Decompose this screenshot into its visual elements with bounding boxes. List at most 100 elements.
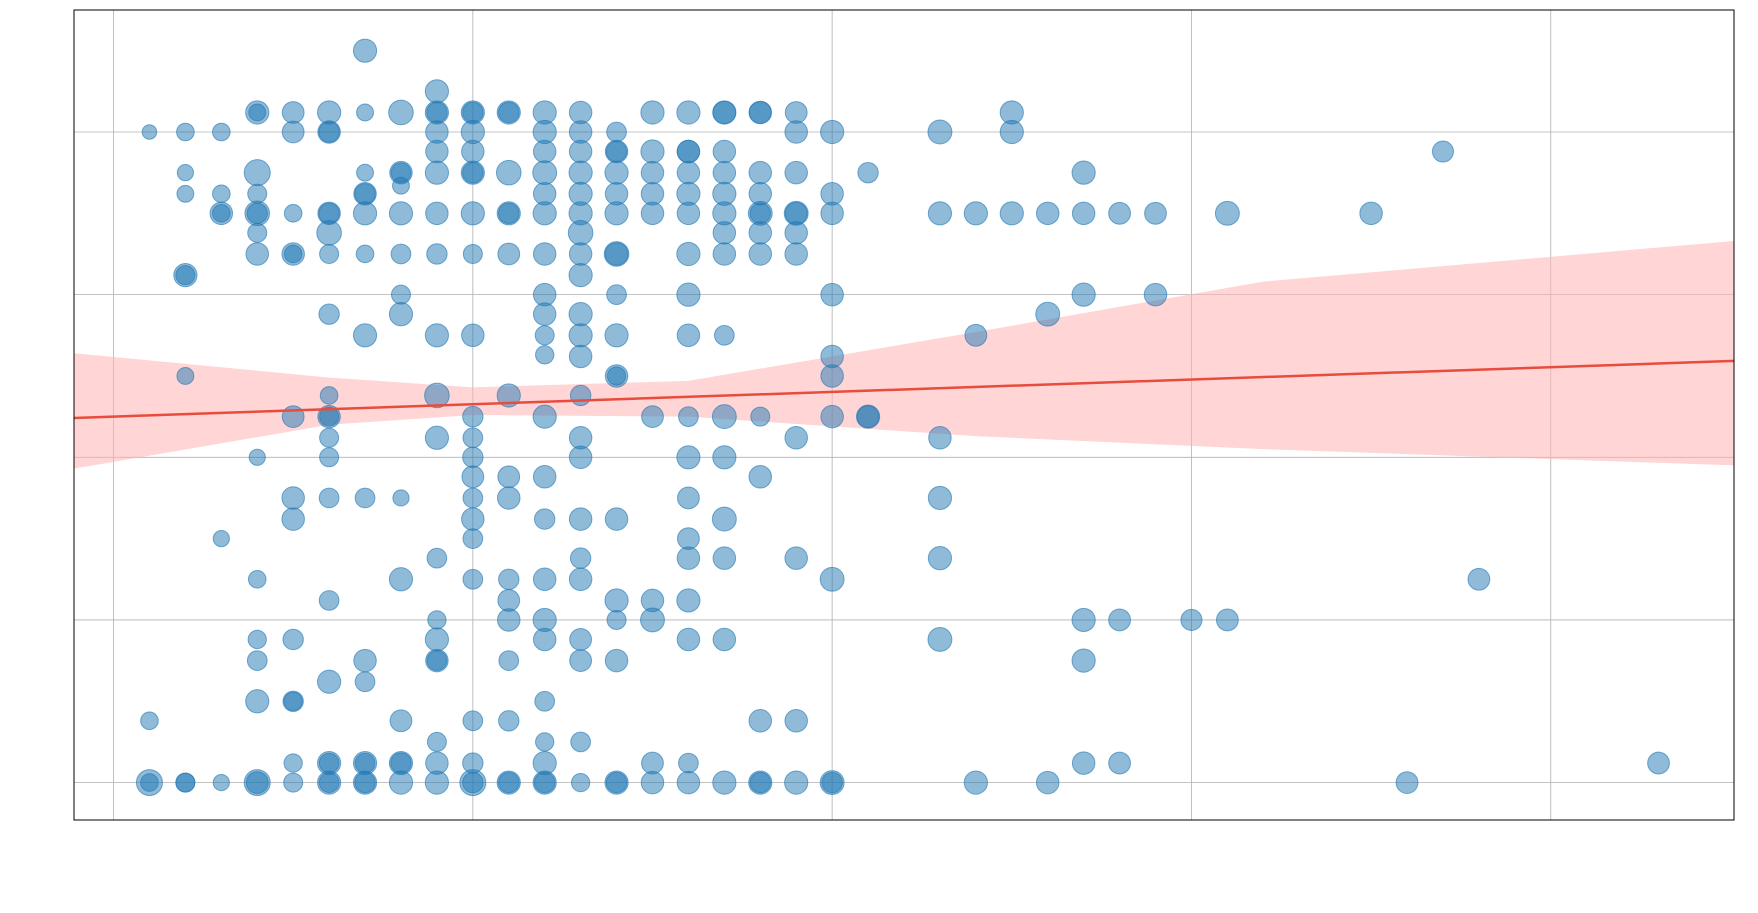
- scatter-point: [176, 184, 195, 203]
- scatter-point: [316, 220, 342, 246]
- scatter-point: [248, 448, 266, 466]
- scatter-point: [245, 771, 269, 794]
- scatter-point: [604, 364, 629, 388]
- scatter-point: [676, 770, 701, 795]
- scatter-point: [999, 119, 1024, 145]
- scatter-point: [390, 284, 411, 305]
- scatter-point: [247, 569, 267, 589]
- scatter-point: [462, 710, 484, 732]
- scatter-point: [568, 507, 593, 531]
- scatter-point: [604, 242, 629, 266]
- scatter-point: [712, 546, 737, 570]
- scatter-point: [424, 382, 450, 409]
- scatter-point: [927, 627, 953, 652]
- scatter-point: [712, 242, 737, 266]
- scatter-point: [569, 649, 593, 673]
- scatter-point: [568, 160, 593, 185]
- scatter-point: [462, 101, 484, 124]
- scatter-point: [460, 201, 485, 226]
- scatter-point: [963, 770, 988, 795]
- scatter-point: [1071, 648, 1096, 673]
- scatter-point: [604, 160, 629, 185]
- scatter-point: [352, 323, 378, 348]
- regression-line: [73, 359, 1735, 420]
- scatter-point: [283, 204, 303, 223]
- scatter-point: [534, 690, 556, 712]
- scatter-point: [604, 139, 629, 164]
- scatter-point: [604, 648, 629, 673]
- scatter-point: [247, 629, 267, 650]
- scatter-point: [426, 243, 448, 265]
- scatter-point: [1144, 201, 1167, 225]
- scatter-point: [462, 528, 484, 549]
- scatter-point: [388, 567, 414, 592]
- scatter-point: [748, 160, 773, 185]
- scatter-point: [640, 160, 665, 185]
- scatter-point: [319, 386, 339, 405]
- scatter-point: [1395, 771, 1419, 794]
- scatter-point: [1647, 751, 1670, 775]
- scatter-point: [1071, 607, 1096, 633]
- scatter-point: [641, 405, 664, 429]
- scatter-point: [748, 242, 773, 266]
- scatter-point: [606, 121, 627, 143]
- scatter-point: [1071, 751, 1096, 775]
- scatter-point: [462, 568, 484, 590]
- scatter-point: [532, 567, 557, 592]
- scatter-point: [712, 160, 737, 185]
- scatter-point: [676, 241, 701, 267]
- scatter-point: [677, 527, 700, 551]
- scatter-point: [676, 627, 701, 652]
- scatter-point: [712, 221, 737, 245]
- scatter-point: [1071, 201, 1096, 226]
- scatter-point: [676, 588, 701, 613]
- scatter-point: [568, 263, 593, 288]
- scatter-point: [749, 202, 771, 225]
- scatter-point: [676, 323, 701, 348]
- scatter-point: [248, 103, 267, 122]
- scatter-point: [319, 427, 340, 448]
- scatter-point: [426, 547, 448, 569]
- scatter-point: [1071, 282, 1096, 307]
- scatter-point: [392, 489, 410, 507]
- scatter-point: [784, 101, 808, 124]
- scatter-point: [568, 323, 593, 348]
- scatter-point: [820, 364, 844, 388]
- scatter-point: [568, 445, 593, 470]
- scatter-point: [604, 507, 629, 531]
- scatter-point: [676, 445, 701, 470]
- scatter-point: [927, 485, 953, 511]
- confidence-band-layer: [74, 240, 1734, 469]
- scatter-point: [354, 487, 376, 509]
- scatter-point: [784, 160, 808, 185]
- scatter-point: [1108, 201, 1131, 225]
- scatter-point: [748, 709, 773, 733]
- scatter-point: [140, 711, 159, 731]
- scatter-point: [821, 771, 843, 794]
- scatter-point: [568, 344, 593, 369]
- scatter-point: [140, 773, 159, 792]
- scatter-point: [283, 772, 304, 793]
- scatter-point: [749, 771, 771, 794]
- scatter-point: [750, 406, 771, 427]
- scatter-point: [245, 242, 269, 266]
- scatter-point: [712, 100, 737, 125]
- scatter-point: [927, 546, 953, 571]
- scatter-point: [640, 607, 665, 633]
- scatter-point: [927, 119, 953, 145]
- scatter-point: [677, 486, 700, 510]
- scatter-point: [425, 139, 449, 164]
- scatter-point: [283, 244, 303, 264]
- scatter-point: [282, 628, 304, 651]
- scatter-point: [532, 465, 557, 489]
- scatter-point: [283, 753, 303, 773]
- scatter-point: [784, 221, 808, 245]
- scatter-point: [532, 404, 557, 429]
- scatter-point: [712, 139, 737, 164]
- scatter-point: [748, 101, 772, 124]
- scatter-point: [568, 139, 593, 164]
- scatter-point: [604, 323, 629, 348]
- scatter-point: [462, 487, 484, 509]
- scatter-point: [820, 404, 844, 429]
